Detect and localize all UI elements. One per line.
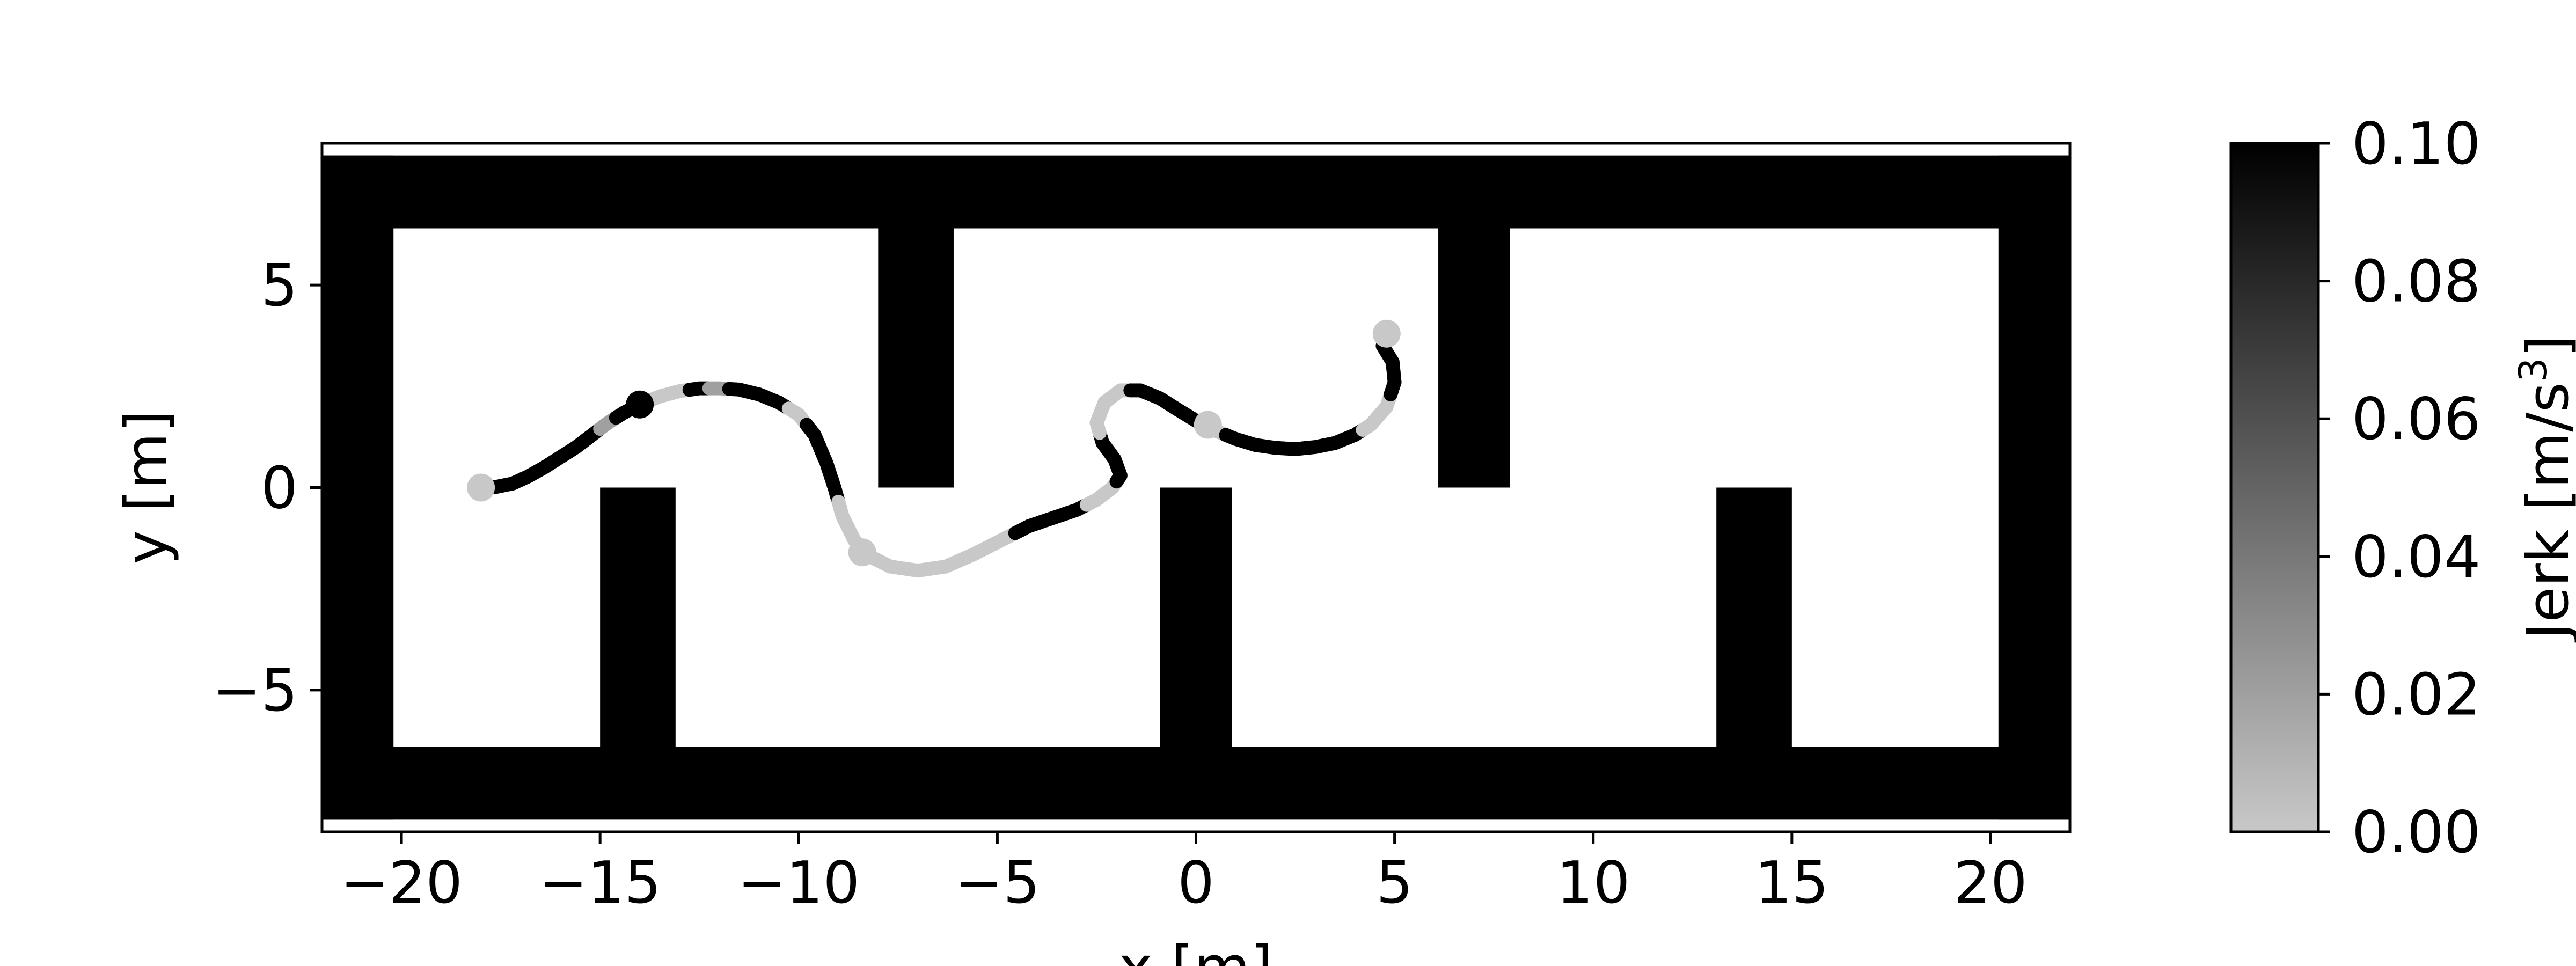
x-tick-label: 5: [1376, 850, 1413, 917]
obstacle-block: [1716, 487, 1792, 747]
x-tick-label: −20: [340, 850, 463, 917]
colorbar-label-main: Jerk [m/s: [2515, 382, 2576, 643]
colorbar-tick-label: 0.02: [2352, 661, 2480, 728]
obstacle-block: [1998, 155, 2070, 820]
obstacles-layer: [322, 155, 2070, 820]
trajectory-marker: [1194, 411, 1222, 439]
colorbar-label-end: ]: [2515, 335, 2576, 357]
trajectory-marker: [848, 538, 876, 567]
colorbar-gradient: [2229, 142, 2320, 833]
trajectory-marker: [626, 390, 654, 419]
colorbar-label: Jerk [m/s3]: [2511, 335, 2576, 643]
x-tick-label: −15: [539, 850, 661, 917]
trajectory-layer: [467, 319, 1402, 578]
obstacle-block: [600, 487, 676, 747]
obstacle-block: [878, 228, 954, 488]
obstacle-block: [322, 155, 394, 820]
x-axis-ticks: −20 −15 −10 −5 0 5 10 15 20: [340, 832, 2028, 917]
colorbar-tick-label: 0.08: [2352, 248, 2480, 316]
colorbar-ticks: 0.00 0.02 0.04 0.06 0.08 0.10: [2318, 111, 2480, 866]
trajectory-marker: [467, 473, 495, 502]
colorbar-tick-label: 0.04: [2352, 524, 2480, 591]
colorbar-tick-label: 0.06: [2352, 386, 2480, 453]
x-tick-label: −10: [737, 850, 860, 917]
trajectory-marker: [1372, 319, 1401, 348]
obstacle-block: [322, 747, 2070, 820]
y-axis-label: y [m]: [113, 410, 180, 565]
x-tick-label: 15: [1755, 850, 1828, 917]
colorbar-label-sup: 3: [2511, 357, 2556, 382]
x-tick-label: 10: [1556, 850, 1630, 917]
x-tick-label: 20: [1953, 850, 2027, 917]
y-tick-label: 0: [261, 455, 298, 522]
x-tick-label: −5: [955, 850, 1040, 917]
y-axis-ticks: −5 0 5: [213, 252, 322, 724]
x-tick-label: 0: [1177, 850, 1214, 917]
colorbar-tick-label: 0.10: [2352, 111, 2480, 178]
colorbar: 0.00 0.02 0.04 0.06 0.08 0.10 Jerk [m/s3]: [2229, 111, 2576, 866]
x-axis-label: x [m]: [1118, 934, 1273, 966]
y-tick-label: −5: [213, 657, 298, 724]
y-tick-label: 5: [261, 252, 298, 319]
obstacle-block: [322, 155, 2070, 229]
obstacle-block: [1160, 487, 1232, 747]
colorbar-tick-label: 0.00: [2352, 799, 2480, 866]
obstacle-block: [1438, 228, 1510, 488]
